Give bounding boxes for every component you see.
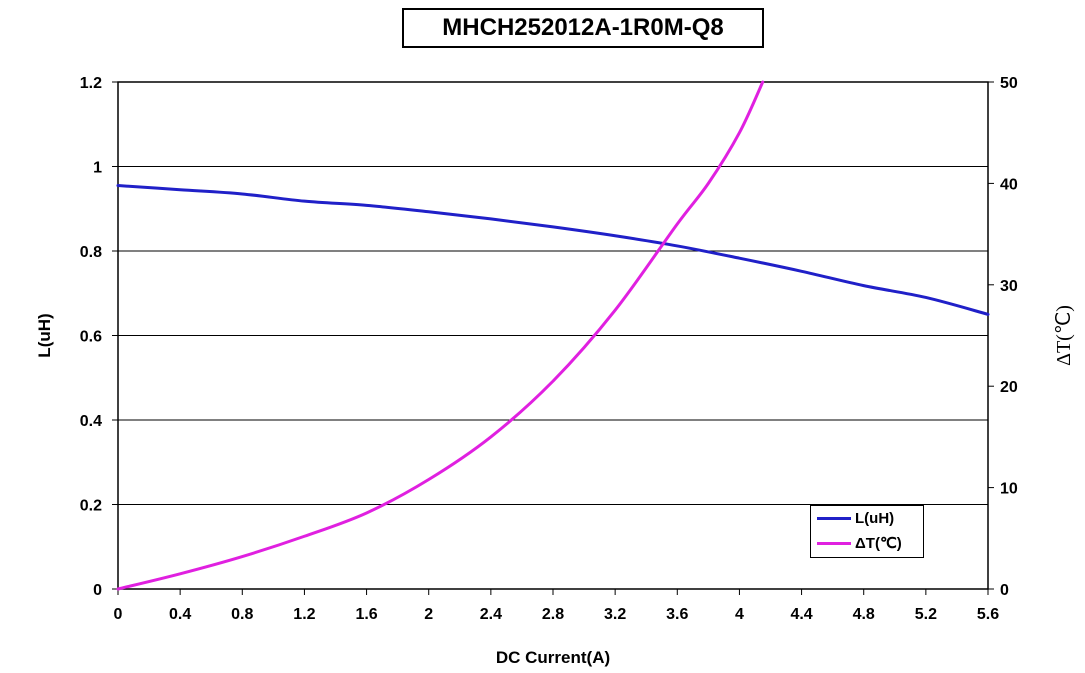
x-tick-label: 0 bbox=[114, 606, 123, 623]
x-tick-label: 3.6 bbox=[666, 606, 688, 623]
x-tick-label: 1.6 bbox=[355, 606, 377, 623]
legend-item-inductance: L(uH) bbox=[817, 510, 894, 527]
y2-tick-label: 20 bbox=[1000, 379, 1018, 396]
legend-swatch-temperature-rise bbox=[817, 541, 851, 545]
x-axis-ticks: 0 0.4 0.8 1.2 1.6 2 2.4 2.8 3.2 3.6 4 4.4 4.8 5.2 5.6 bbox=[114, 589, 999, 623]
y-tick-label: 0.2 bbox=[80, 498, 102, 515]
y-tick-label: 1 bbox=[93, 160, 102, 177]
y-tick-label: 0.6 bbox=[80, 329, 102, 346]
y2-axis-label: ΔT(℃) bbox=[1053, 305, 1075, 366]
y-tick-label: 1.2 bbox=[80, 75, 102, 92]
x-tick-label: 4 bbox=[735, 606, 744, 623]
y2-tick-label: 10 bbox=[1000, 481, 1018, 498]
series-line-temperature-rise bbox=[116, 80, 765, 591]
x-tick-label: 2.4 bbox=[480, 606, 502, 623]
y-axis-ticks: 0 0.2 0.4 0.6 0.8 1 1.2 bbox=[80, 75, 118, 599]
x-tick-label: 5.2 bbox=[915, 606, 937, 623]
x-tick-label: 0.4 bbox=[169, 606, 191, 623]
series-line-inductance bbox=[116, 184, 990, 316]
x-tick-label: 4.4 bbox=[790, 606, 812, 623]
x-tick-label: 2.8 bbox=[542, 606, 564, 623]
x-tick-label: 1.2 bbox=[293, 606, 315, 623]
y-tick-label: 0.4 bbox=[80, 413, 102, 430]
y2-axis-ticks: 0 10 20 30 40 50 bbox=[988, 75, 1018, 599]
legend: L(uH) ΔT(℃) bbox=[810, 505, 924, 558]
legend-label-temperature-rise: ΔT(℃) bbox=[855, 535, 902, 552]
x-tick-label: 3.2 bbox=[604, 606, 626, 623]
y-tick-label: 0.8 bbox=[80, 244, 102, 261]
y2-tick-label: 40 bbox=[1000, 176, 1018, 193]
y2-tick-label: 50 bbox=[1000, 75, 1018, 92]
x-axis-label: DC Current(A) bbox=[496, 648, 610, 667]
chart-title: MHCH252012A-1R0M-Q8 bbox=[402, 8, 764, 48]
legend-item-temperature-rise: ΔT(℃) bbox=[817, 534, 902, 552]
y2-tick-label: 0 bbox=[1000, 582, 1009, 599]
y2-tick-label: 30 bbox=[1000, 278, 1018, 295]
legend-label-inductance: L(uH) bbox=[855, 510, 895, 527]
y-axis-label: L(uH) bbox=[35, 313, 54, 357]
legend-swatch-inductance bbox=[817, 517, 851, 520]
x-tick-label: 5.6 bbox=[977, 606, 999, 623]
series-layer bbox=[116, 80, 990, 591]
x-tick-label: 4.8 bbox=[853, 606, 875, 623]
x-tick-label: 0.8 bbox=[231, 606, 253, 623]
y-tick-label: 0 bbox=[93, 582, 102, 599]
x-tick-label: 2 bbox=[424, 606, 433, 623]
